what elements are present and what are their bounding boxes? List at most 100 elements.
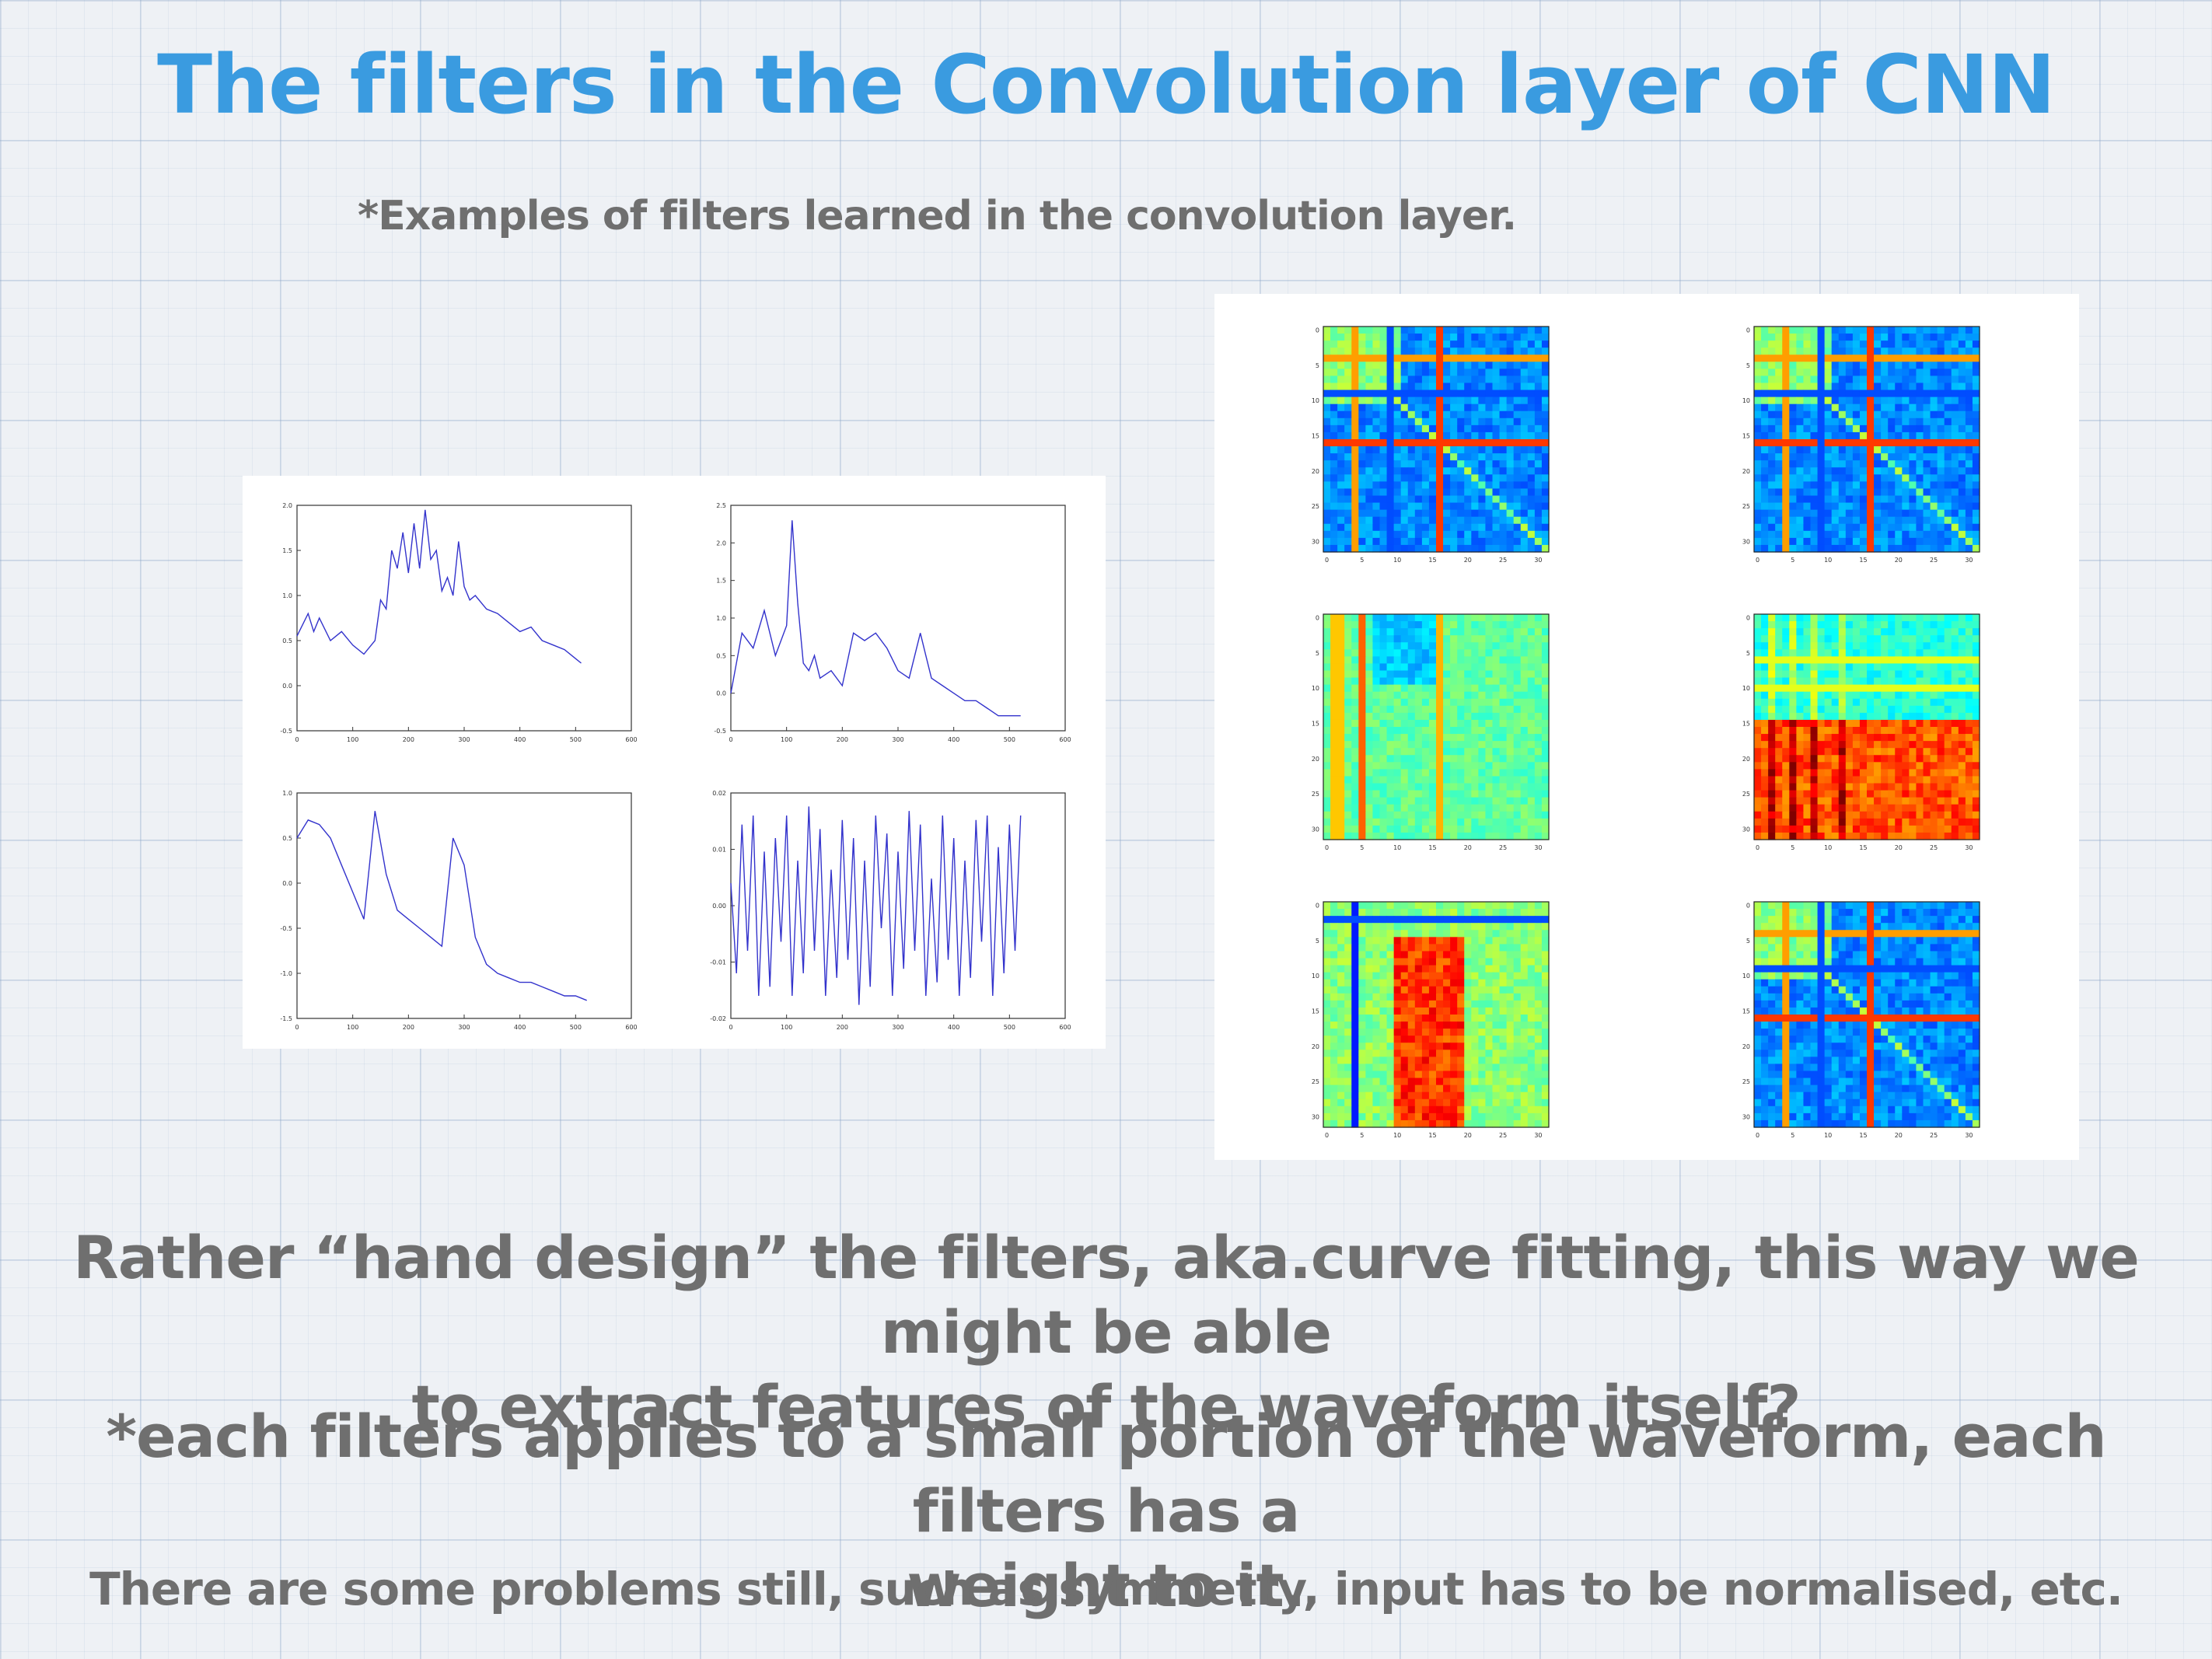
heatmap-cell bbox=[1428, 621, 1437, 629]
heatmap-cell bbox=[1902, 523, 1910, 532]
heatmap-cell bbox=[1775, 642, 1783, 650]
heatmap-cell bbox=[1803, 417, 1812, 426]
heatmap-cell bbox=[1817, 355, 1826, 362]
heatmap-cell bbox=[1881, 474, 1889, 482]
heatmap-cell bbox=[1464, 439, 1472, 447]
heatmap-cell bbox=[1421, 523, 1430, 532]
heatmap-cell bbox=[1874, 825, 1882, 833]
heatmap-cell bbox=[1867, 769, 1875, 777]
heatmap-cell bbox=[1372, 790, 1381, 798]
heatmap-cell bbox=[1859, 719, 1868, 728]
heatmap-cell bbox=[1782, 677, 1790, 686]
heatmap-cell bbox=[1506, 431, 1515, 440]
heatmap-cell bbox=[1421, 755, 1430, 763]
heatmap-cell bbox=[1464, 410, 1472, 419]
heatmap-cell bbox=[1506, 649, 1515, 657]
heatmap-cell bbox=[1768, 460, 1776, 468]
heatmap-cell bbox=[1930, 628, 1938, 636]
heatmap-cell bbox=[1810, 375, 1819, 384]
heatmap-cell bbox=[1421, 1007, 1430, 1015]
heatmap-cell bbox=[1492, 993, 1501, 1001]
heatmap-cell bbox=[1527, 727, 1536, 735]
heatmap-cell bbox=[1506, 1007, 1515, 1015]
heatmap-cell bbox=[1895, 776, 1903, 784]
heatmap-cell bbox=[1365, 825, 1374, 833]
heatmap-cell bbox=[1386, 944, 1395, 952]
heatmap-cell bbox=[1386, 474, 1395, 482]
heatmap-cell bbox=[1768, 327, 1776, 334]
heatmap-cell bbox=[1789, 396, 1797, 405]
heatmap-cell bbox=[1393, 705, 1402, 714]
heatmap-cell bbox=[1761, 691, 1769, 700]
heatmap-cell bbox=[1951, 811, 1959, 819]
heatmap-cell bbox=[1534, 523, 1543, 532]
heatmap-cell bbox=[1499, 446, 1508, 454]
heatmap-cell bbox=[1810, 832, 1819, 840]
heatmap-cell bbox=[1838, 460, 1847, 468]
line-chart-frame bbox=[296, 792, 632, 1019]
heatmap-cell bbox=[1365, 958, 1374, 966]
heatmap-cell bbox=[1513, 677, 1522, 686]
heatmap-cell bbox=[1831, 375, 1840, 384]
heatmap-cell bbox=[1874, 368, 1882, 377]
heatmap-cell bbox=[1372, 727, 1381, 735]
heatmap-cell bbox=[1789, 621, 1797, 629]
heatmap-cell bbox=[1407, 972, 1416, 980]
heatmap-cell bbox=[1937, 811, 1945, 819]
heatmap-cell bbox=[1428, 762, 1437, 770]
heatmap-cell bbox=[1972, 684, 1980, 693]
heatmap-cell bbox=[1344, 361, 1352, 369]
heatmap-cell bbox=[1421, 389, 1430, 398]
heatmap-cell bbox=[1937, 424, 1945, 433]
heatmap-cell bbox=[1485, 516, 1494, 525]
heatmap-cell bbox=[1817, 642, 1826, 650]
heatmap-cell bbox=[1513, 1022, 1522, 1029]
heatmap-cell bbox=[1414, 1022, 1423, 1029]
heatmap-cell bbox=[1895, 614, 1903, 622]
heatmap-cell bbox=[1379, 825, 1388, 833]
heatmap-cell bbox=[1499, 965, 1508, 973]
heatmap-cell bbox=[1944, 348, 1952, 355]
heatmap-cell bbox=[1958, 446, 1966, 454]
heatmap-cell bbox=[1782, 417, 1790, 426]
heatmap-cell bbox=[1775, 403, 1783, 412]
heatmap-cell bbox=[1852, 341, 1861, 348]
heatmap-cell bbox=[1930, 670, 1938, 679]
heatmap-cell bbox=[1421, 958, 1430, 966]
heatmap-cell bbox=[1365, 755, 1374, 763]
heatmap-cell bbox=[1845, 719, 1854, 728]
heatmap-cell bbox=[1937, 382, 1945, 391]
heatmap-cell bbox=[1831, 389, 1840, 398]
waveform-series-line bbox=[296, 509, 582, 664]
heatmap-cell bbox=[1965, 453, 1973, 461]
heatmap-cell bbox=[1930, 649, 1938, 657]
heatmap-cell bbox=[1944, 734, 1952, 742]
heatmap-cell bbox=[1810, 389, 1819, 398]
heatmap-cell bbox=[1838, 417, 1847, 426]
y-tick-label: 15 bbox=[1742, 720, 1750, 727]
heatmap-cell bbox=[1421, 902, 1430, 910]
heatmap-cell bbox=[1888, 481, 1896, 490]
heatmap-cell bbox=[1337, 677, 1345, 686]
heatmap-cell bbox=[1838, 741, 1847, 749]
heatmap-cell bbox=[1492, 509, 1501, 518]
heatmap-cell bbox=[1874, 741, 1882, 749]
heatmap-cell bbox=[1372, 635, 1381, 643]
heatmap-cell bbox=[1754, 670, 1762, 679]
heatmap-cell bbox=[1457, 993, 1465, 1001]
heatmap-cell bbox=[1344, 544, 1352, 553]
heatmap-cell bbox=[1386, 698, 1395, 707]
heatmap-cell bbox=[1471, 481, 1479, 490]
heatmap-cell bbox=[1379, 481, 1388, 490]
heatmap-cell bbox=[1859, 502, 1868, 511]
heatmap-cell bbox=[1782, 382, 1790, 391]
heatmap-cell bbox=[1972, 431, 1980, 440]
heatmap-cell bbox=[1443, 410, 1451, 419]
heatmap-cell bbox=[1909, 424, 1917, 433]
heatmap-cell bbox=[1768, 628, 1776, 636]
heatmap-cell bbox=[1951, 719, 1959, 728]
heatmap-cell bbox=[1379, 1029, 1388, 1036]
heatmap-cell bbox=[1965, 341, 1973, 348]
y-tick-label: -0.02 bbox=[710, 1015, 726, 1022]
